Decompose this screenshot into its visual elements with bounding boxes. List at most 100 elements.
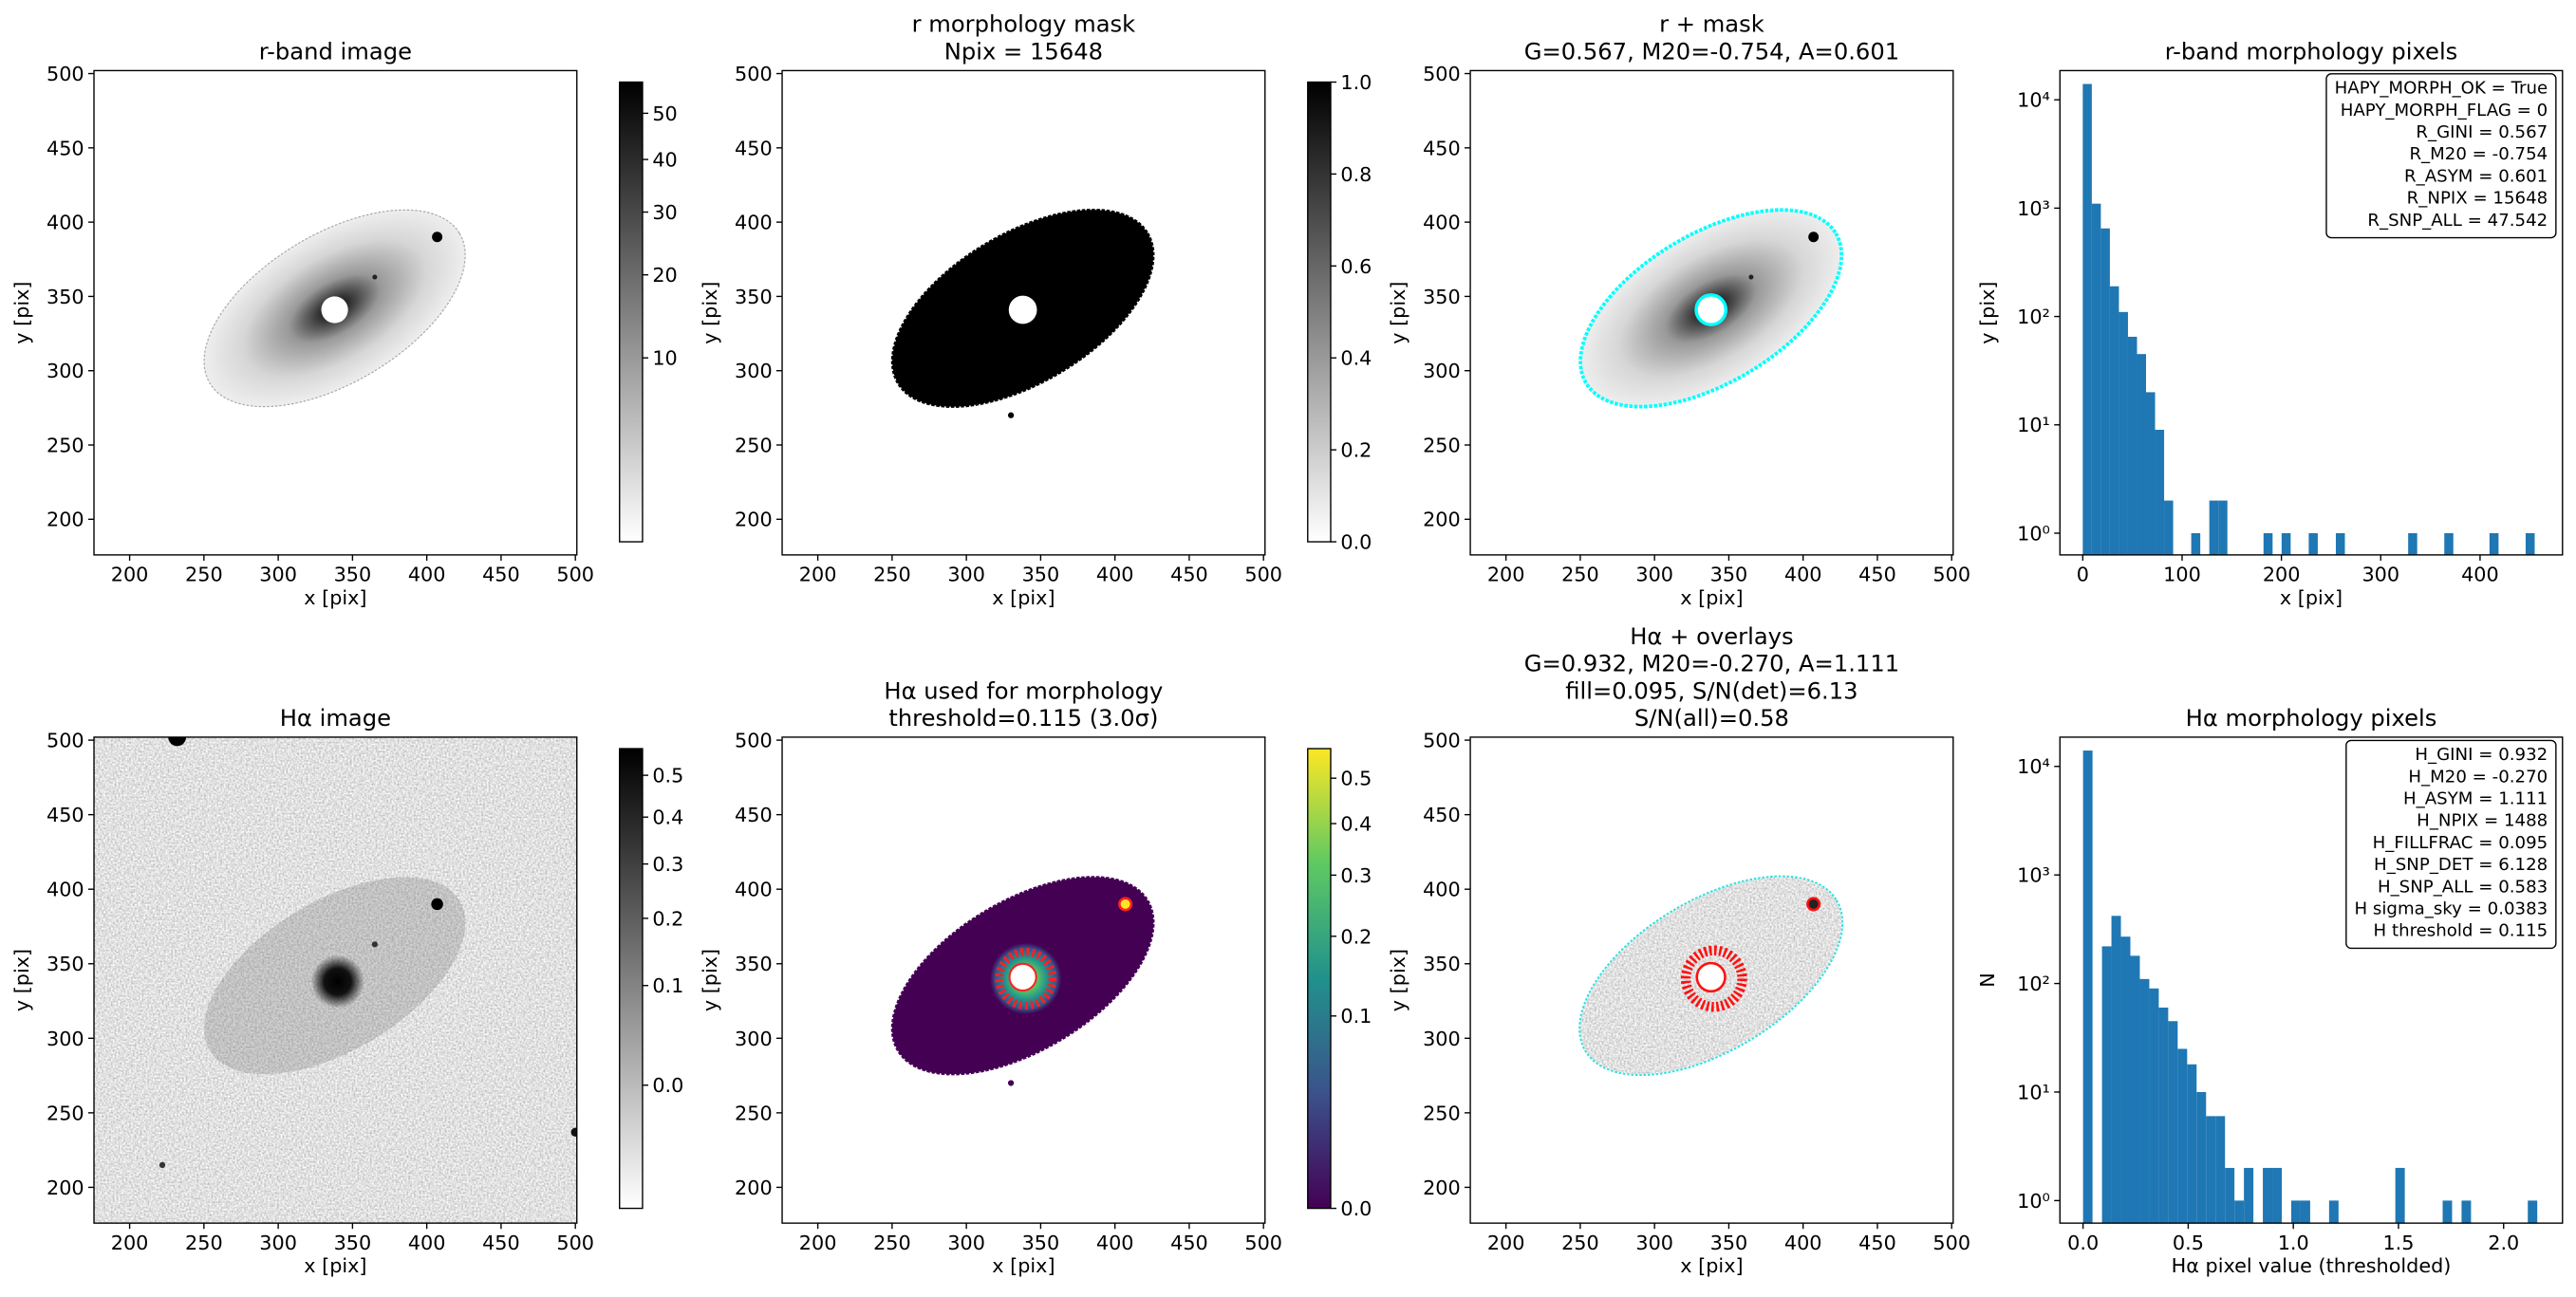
panel-title: Hα used for morphology <box>884 677 1163 704</box>
bar <box>2187 1064 2197 1224</box>
bar <box>2177 1048 2188 1224</box>
bar <box>2335 532 2345 555</box>
y-tick-label: 400 <box>1423 879 1461 901</box>
source <box>168 736 187 747</box>
y-tick-label: 400 <box>735 879 773 901</box>
axes-frame <box>781 69 1266 556</box>
x-tick-label: 200 <box>1487 564 1525 586</box>
bar <box>2082 83 2092 555</box>
y-tick-label: 10² <box>2017 973 2050 995</box>
source <box>1007 1080 1015 1086</box>
panel: Hα morphology pixels 0.0 0.5 1.0 1.5 2.0 10⁰ 10… <box>1976 705 2564 1277</box>
y-tick-label: 400 <box>735 212 773 234</box>
source <box>1808 232 1820 243</box>
bar <box>2120 936 2131 1224</box>
bar <box>2525 532 2535 555</box>
bar <box>2149 988 2159 1224</box>
x-tick-label: 350 <box>1710 1232 1748 1254</box>
colorbar-tick-label: 0.2 <box>1340 439 1372 462</box>
source <box>570 1127 577 1137</box>
axes-frame <box>781 736 1266 1224</box>
y-tick-label: 10³ <box>2017 864 2050 887</box>
x-axis-label: x [pix] <box>2280 586 2343 609</box>
x-tick-label: 500 <box>1244 564 1282 586</box>
x-tick-label: 200 <box>111 1232 149 1254</box>
y-tick-label: 300 <box>1423 1028 1461 1050</box>
y-axis-label: y [pix] <box>1387 281 1409 343</box>
x-tick-label: 350 <box>334 564 372 586</box>
source <box>372 274 378 280</box>
source <box>1008 962 1037 992</box>
bar <box>2101 946 2112 1224</box>
x-tick-label: 250 <box>873 1232 911 1254</box>
y-axis-label: y [pix] <box>10 281 33 343</box>
x-axis-label: x [pix] <box>1680 1254 1743 1277</box>
bar <box>2127 336 2137 555</box>
axes-frame <box>93 69 578 556</box>
panel: r-band image 200 250 300 350 400 450 500 200 250 3… <box>10 38 678 608</box>
colorbar-tick-label: 1.0 <box>1340 71 1372 94</box>
bar <box>2263 532 2273 555</box>
x-tick-label: 0.0 <box>2067 1232 2099 1254</box>
bar <box>2215 1116 2226 1224</box>
panel-title: Hα morphology pixels <box>2186 705 2437 732</box>
bar <box>2244 1167 2254 1224</box>
x-tick-label: 0.5 <box>2173 1232 2204 1254</box>
colorbar-tick-label: 0.1 <box>652 974 683 997</box>
panel-title: S/N(all)=0.58 <box>1634 705 1789 732</box>
y-tick-label: 300 <box>1423 360 1461 382</box>
annotation-line: R_SNP_ALL = 47.542 <box>2367 211 2548 231</box>
x-tick-label: 0 <box>2077 564 2089 586</box>
colorbar <box>1307 748 1332 1210</box>
axes-frame <box>2059 69 2564 556</box>
panel-title: r-band morphology pixels <box>2165 38 2458 65</box>
colorbar-tick-label: 0.0 <box>1340 530 1372 553</box>
y-tick-label: 200 <box>1423 1177 1461 1199</box>
y-tick-label: 10² <box>2017 306 2050 328</box>
x-tick-label: 250 <box>1561 1232 1599 1254</box>
bar <box>2218 500 2228 555</box>
colorbar-tick-label: 0.5 <box>1340 768 1372 790</box>
colorbar-tick-label: 0.4 <box>1340 812 1372 835</box>
colorbar-tick-label: 0.8 <box>1340 163 1372 186</box>
y-tick-label: 400 <box>1423 212 1461 234</box>
x-tick-label: 1.0 <box>2278 1232 2309 1254</box>
y-axis-label: y [pix] <box>1976 281 1999 343</box>
bar <box>2281 532 2291 555</box>
plot-area <box>2082 83 2535 555</box>
x-tick-label: 200 <box>2263 564 2301 586</box>
bar <box>2146 392 2156 555</box>
source <box>1680 945 1747 1012</box>
y-tick-label: 500 <box>47 730 84 752</box>
x-tick-label: 200 <box>799 1232 837 1254</box>
x-tick-label: 300 <box>2361 564 2399 586</box>
bar <box>2164 500 2174 555</box>
y-tick-label: 350 <box>735 953 773 975</box>
y-tick-label: 250 <box>47 1102 84 1124</box>
bar <box>2091 203 2101 555</box>
x-tick-label: 350 <box>334 1232 372 1254</box>
bar <box>2444 532 2454 555</box>
x-tick-label: 450 <box>1170 1232 1208 1254</box>
bar <box>2461 1200 2472 1224</box>
y-tick-label: 400 <box>47 879 84 901</box>
bar <box>2408 532 2417 555</box>
bar <box>2528 1200 2538 1224</box>
y-tick-label: 250 <box>47 434 84 456</box>
y-tick-label: 300 <box>735 1028 773 1050</box>
y-tick-label: 200 <box>47 1177 84 1199</box>
bar <box>2290 1200 2301 1224</box>
x-tick-label: 300 <box>1635 1232 1673 1254</box>
x-axis-label: x [pix] <box>1680 586 1743 609</box>
colorbar <box>1307 81 1332 543</box>
panel-title: Npix = 15648 <box>944 38 1103 65</box>
source <box>321 296 348 324</box>
x-tick-label: 300 <box>1635 564 1673 586</box>
panel-title: threshold=0.115 (3.0σ) <box>888 705 1158 732</box>
x-tick-label: 500 <box>1244 1232 1282 1254</box>
source <box>1008 295 1037 324</box>
colorbar-tick-label: 10 <box>652 347 677 370</box>
colorbar-tick-label: 0.0 <box>1340 1197 1372 1220</box>
